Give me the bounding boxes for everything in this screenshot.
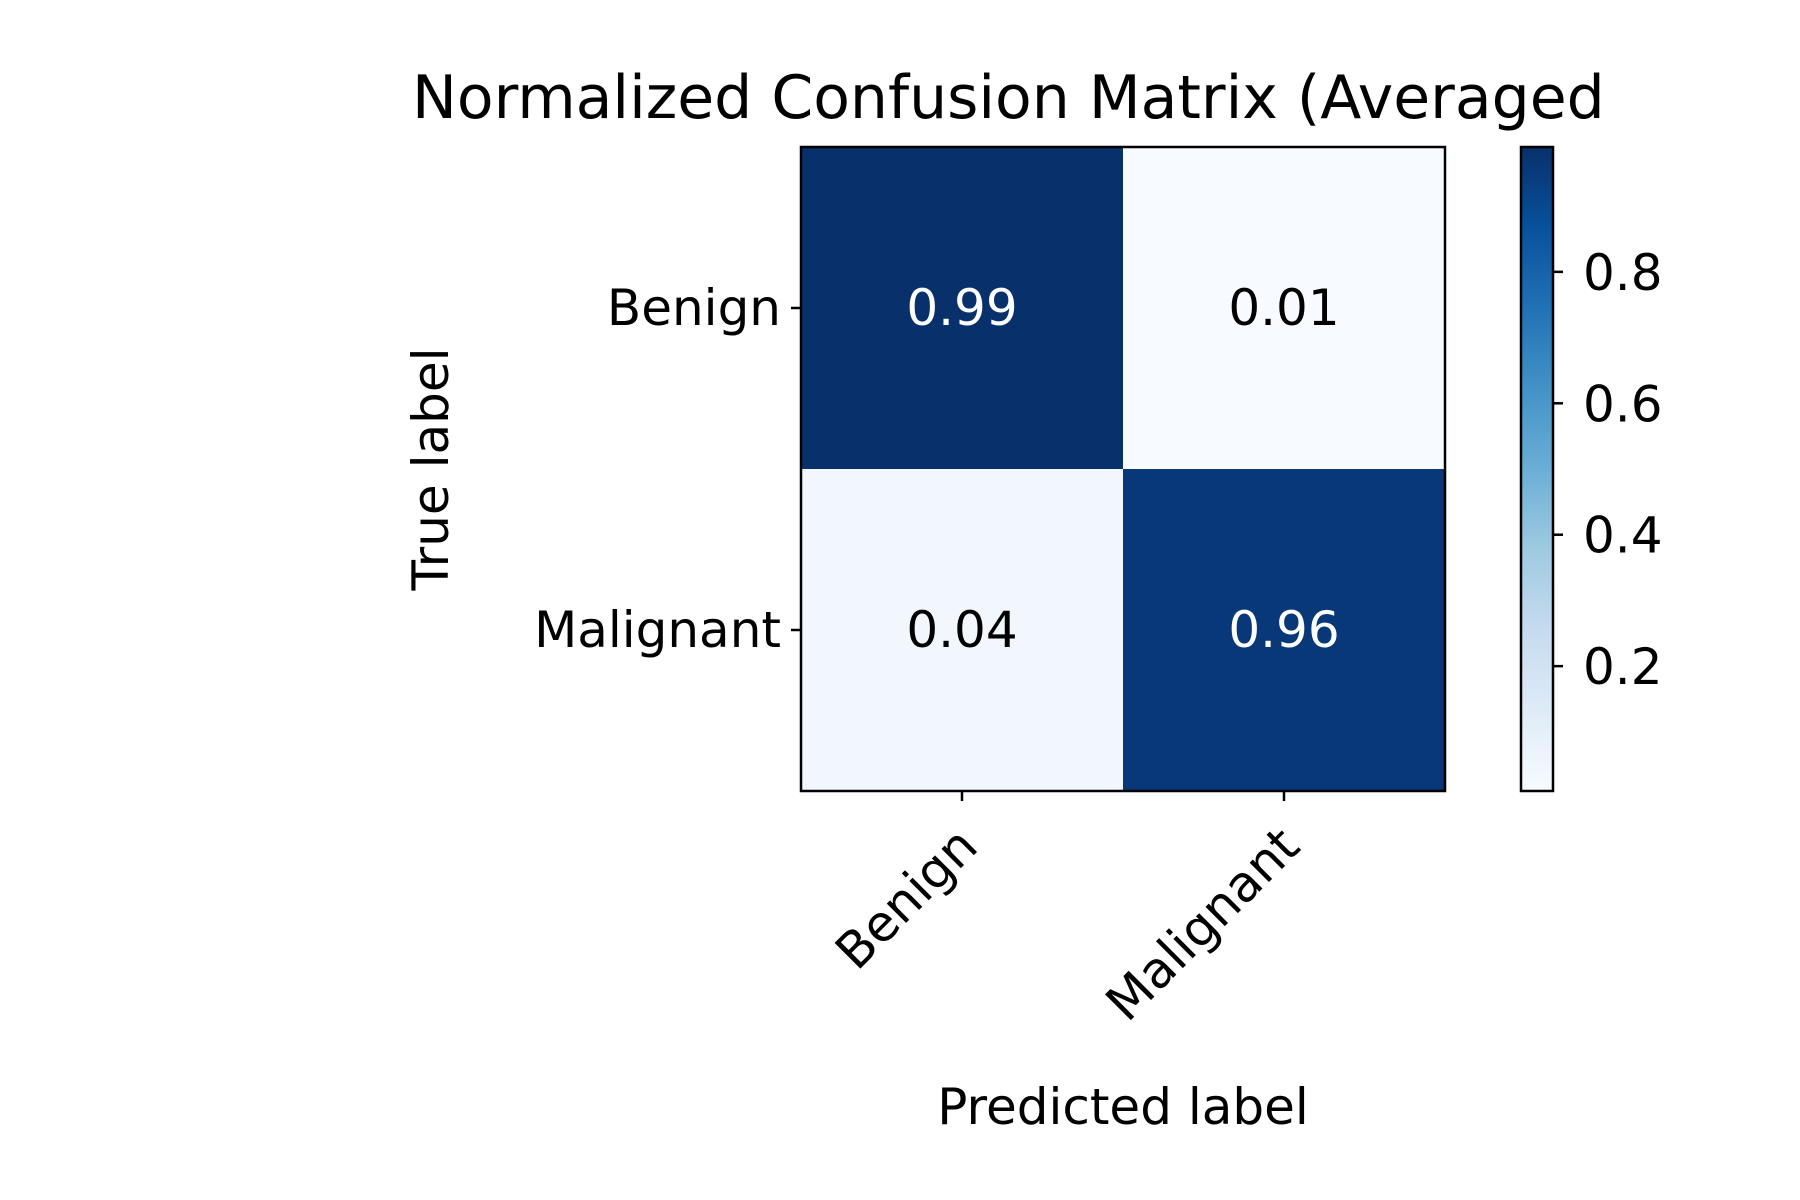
y-tick-label: Benign	[607, 279, 781, 337]
colorbar: 0.2 0.4 0.6 0.8	[1519, 145, 1663, 793]
cell-value-label: 0.01	[1228, 279, 1339, 337]
colorbar-tick-label: 0.6	[1583, 375, 1663, 433]
x-axis-label: Predicted label	[937, 1078, 1309, 1136]
cell-value-label: 0.99	[906, 279, 1017, 337]
y-axis-label: True label	[402, 347, 460, 591]
y-tick-label: Malignant	[534, 601, 781, 659]
heatmap-cell	[1123, 469, 1445, 791]
heatmap-cells	[801, 147, 1445, 791]
x-tick-label: Benign	[824, 816, 988, 980]
colorbar-tick-label: 0.4	[1583, 507, 1663, 565]
colorbar-tick-label: 0.2	[1583, 638, 1663, 696]
x-axis: Benign Malignant	[824, 791, 1310, 1032]
colorbar-tick-label: 0.8	[1583, 244, 1663, 302]
cell-value-label: 0.04	[906, 601, 1017, 659]
heatmap-cell-labels: 0.99 0.01 0.04 0.96	[906, 279, 1339, 659]
plot-frame	[799, 145, 1447, 793]
x-tick-label: Malignant	[1095, 816, 1311, 1032]
chart-title: Normalized Confusion Matrix (Averaged	[412, 63, 1605, 133]
cell-value-label: 0.96	[1228, 601, 1339, 659]
y-axis: Benign Malignant	[534, 279, 801, 659]
heatmap-cell	[801, 469, 1123, 791]
heatmap-cell	[801, 147, 1123, 469]
colorbar-gradient	[1519, 145, 1555, 793]
colorbar-ticks: 0.2 0.4 0.6 0.8	[1553, 244, 1663, 696]
heatmap-cell	[1123, 147, 1445, 469]
